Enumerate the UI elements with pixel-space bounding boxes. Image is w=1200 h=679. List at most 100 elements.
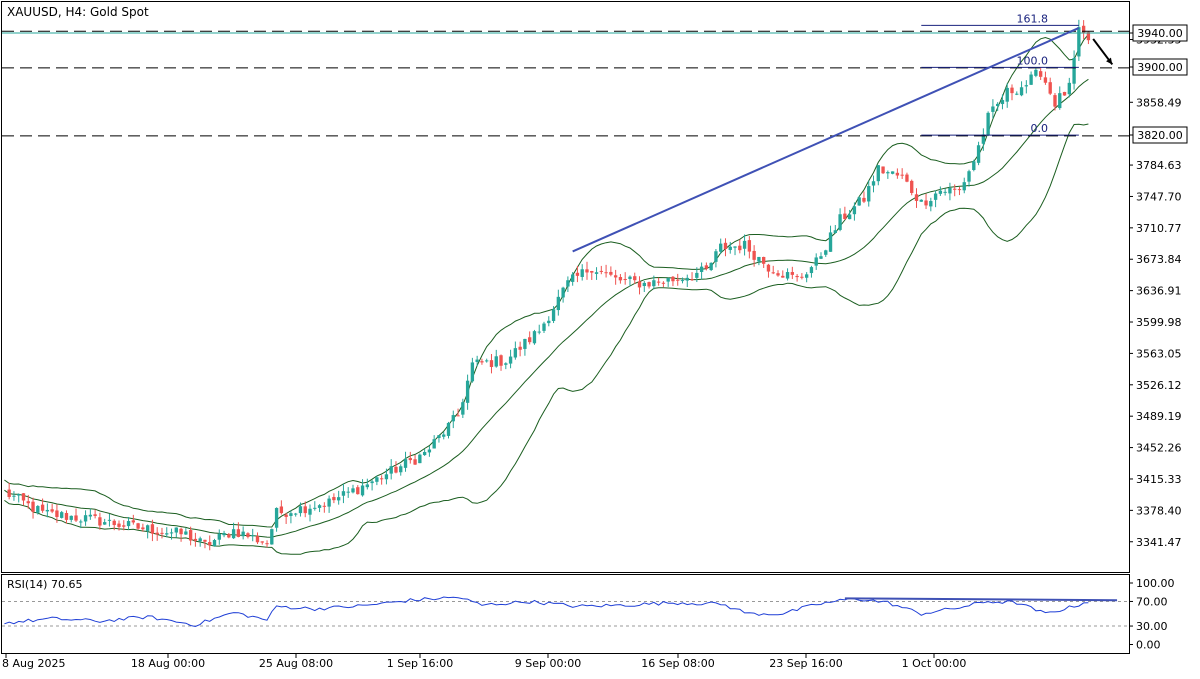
candle (399, 464, 403, 476)
candle-body (160, 532, 164, 534)
candle (537, 324, 541, 335)
candle-body (379, 478, 384, 480)
candle (442, 431, 446, 440)
candle-body (351, 488, 355, 493)
candle-body (962, 182, 966, 191)
candle (98, 512, 102, 530)
candle-body (480, 361, 484, 363)
candle-body (852, 206, 857, 215)
candle-body (613, 275, 618, 278)
candle (427, 445, 432, 457)
candle-body (719, 243, 723, 252)
candle (74, 508, 78, 523)
candle (1024, 80, 1028, 94)
candle-body (442, 434, 446, 437)
candle-body (1000, 100, 1005, 105)
candle-body (933, 193, 938, 200)
x-axis-tick-label: 18 Aug 00:00 (131, 657, 205, 670)
trendline[interactable] (572, 26, 1080, 253)
candle (169, 528, 174, 540)
candle-body (365, 484, 369, 488)
candle (905, 172, 909, 183)
candle (375, 475, 379, 486)
y-axis-tick-label: 3636.91 (1136, 285, 1182, 298)
candle (590, 270, 594, 280)
chart-title: XAUUSD, H4: Gold Spot (7, 5, 149, 19)
candle (733, 246, 737, 256)
candle (876, 164, 880, 186)
candle-body (389, 466, 393, 474)
candle-body (227, 534, 231, 538)
candle (929, 197, 933, 212)
candle-body (384, 474, 389, 480)
y-axis-tick-label: 3563.05 (1136, 347, 1182, 360)
candle-body (289, 513, 293, 516)
candle (633, 272, 637, 284)
candle-body (336, 497, 341, 501)
candle-body (475, 359, 479, 362)
candle-body (599, 270, 603, 272)
candle (914, 188, 919, 208)
candle-body (857, 197, 861, 206)
candle (40, 498, 45, 513)
candle (379, 475, 384, 485)
candle-body (408, 458, 412, 461)
candle (322, 502, 327, 513)
candle (26, 494, 30, 509)
candle (1077, 19, 1081, 61)
candle (1005, 83, 1009, 108)
arrow-annotation[interactable] (1092, 38, 1114, 66)
candle-body (21, 493, 26, 501)
candle (680, 277, 685, 284)
candle (685, 274, 689, 288)
candle-body (556, 296, 561, 311)
candle-body (819, 256, 823, 259)
candle (781, 270, 785, 278)
candle-body (666, 278, 670, 282)
candle-body (728, 246, 732, 250)
candle (867, 180, 871, 207)
candle (136, 522, 140, 530)
candle (489, 354, 494, 374)
candle (475, 355, 479, 367)
rsi-divergence-line[interactable] (844, 597, 1118, 602)
candle-body (60, 512, 64, 518)
candle-body (136, 523, 140, 529)
candle (298, 502, 303, 517)
candle (728, 241, 732, 254)
candle (313, 501, 317, 511)
candle-body (647, 282, 651, 287)
candle-body (814, 257, 818, 266)
candle (1038, 67, 1043, 80)
candle (1015, 91, 1019, 96)
candle (857, 196, 861, 206)
candle-body (131, 520, 135, 523)
candle (251, 528, 255, 542)
candle (1086, 31, 1091, 45)
candle (699, 262, 704, 280)
candle-body (50, 509, 54, 512)
candle-body (241, 531, 245, 537)
price-label: 3900.00 (1132, 58, 1188, 76)
x-axis-tick-label: 1 Sep 16:00 (387, 657, 453, 670)
candle-body (7, 489, 11, 497)
candle-body (270, 529, 274, 545)
candle (470, 357, 475, 383)
candle-body (265, 543, 269, 545)
y-axis-tick-label: 3673.84 (1136, 253, 1182, 266)
candle (910, 179, 914, 196)
y-axis-tick-label: 3784.63 (1136, 159, 1182, 172)
candle (637, 276, 642, 295)
candle (389, 459, 393, 480)
candle (461, 398, 465, 418)
candle-body (585, 269, 589, 273)
candle (179, 527, 183, 542)
candle-body (943, 191, 947, 193)
candle-body (260, 541, 264, 543)
candle (303, 501, 307, 518)
candle (542, 321, 546, 334)
candle (513, 341, 518, 360)
candle-body (709, 262, 713, 271)
